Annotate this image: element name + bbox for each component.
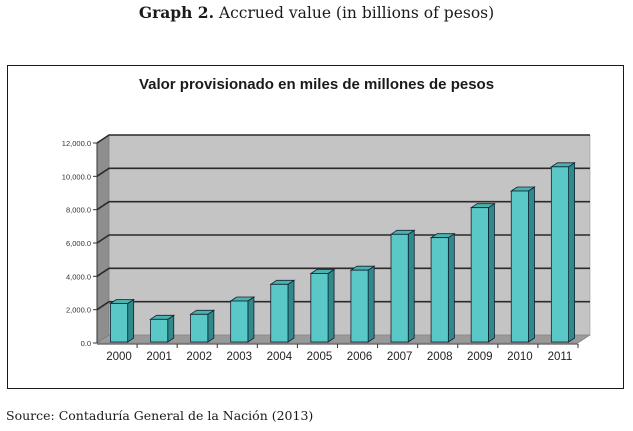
x-axis-ticks: 2000 2001 2002 2003 2004 2005 2006 2007 2008 2009… [97, 343, 579, 363]
bar [349, 265, 376, 343]
source-note: Source: Contaduría General de la Nación … [6, 408, 314, 423]
bar-front [230, 300, 249, 343]
bar-side [488, 202, 495, 343]
x-tick-label: 2011 [548, 351, 573, 363]
bar-front [550, 166, 569, 343]
floor [96, 334, 591, 344]
y-tick-label: 0.0 [81, 339, 91, 348]
x-tick-label: 2000 [106, 351, 132, 363]
y-tick-label: 12,000.0 [62, 139, 91, 148]
bar [469, 202, 496, 343]
bar [429, 232, 456, 343]
bar-front [270, 283, 289, 343]
bar [269, 279, 296, 343]
bar [109, 298, 135, 343]
caption-lead: Graph 2. [138, 3, 214, 22]
y-tick-label: 8,000.0 [66, 206, 91, 215]
x-tick-label: 2007 [387, 351, 413, 363]
bar-front [310, 273, 329, 343]
y-axis-ticks: 0.0 2,000.0 4,000.0 6,000.0 8,000.0 10,000.0 1… [62, 139, 98, 348]
x-tick-label: 2001 [146, 351, 172, 363]
bar-side [447, 232, 455, 343]
bar-side [568, 162, 575, 343]
bar [389, 229, 416, 343]
bar-side [407, 229, 415, 343]
gridline [96, 267, 590, 277]
bar-side [127, 298, 135, 343]
gridline [96, 134, 590, 144]
y-tick-label: 4,000.0 [66, 272, 91, 281]
bar [189, 309, 216, 343]
gridline [96, 200, 590, 211]
y-tick-label: 6,000.0 [66, 239, 91, 248]
bar-front [470, 207, 489, 343]
bar-side [528, 186, 535, 343]
x-tick-label: 2004 [267, 351, 293, 363]
x-tick-label: 2003 [226, 351, 252, 363]
bar [550, 162, 576, 343]
bar-front [190, 313, 209, 343]
bar [509, 186, 536, 343]
gridline [96, 300, 590, 311]
bar-front [510, 190, 529, 343]
x-tick-label: 2002 [186, 351, 212, 363]
bar-side [167, 314, 175, 343]
chart-title: Valor provisionado en miles de millones … [138, 76, 495, 93]
y-tick-label: 10,000.0 [62, 172, 91, 181]
x-tick-label: 2010 [507, 351, 533, 363]
gridline [96, 234, 590, 244]
x-tick-label: 2008 [427, 351, 453, 363]
bar-side [327, 268, 335, 343]
bar-front [110, 303, 129, 343]
bar [229, 296, 256, 343]
bar [149, 314, 176, 343]
x-tick-label: 2006 [347, 351, 373, 363]
bar-side [287, 279, 295, 343]
caption-text: Accrued value (in billions of pesos) [218, 4, 495, 22]
gridline [96, 167, 590, 177]
gridlines [96, 134, 590, 311]
y-tick-label: 2,000.0 [66, 306, 91, 315]
bar-front [390, 233, 409, 343]
bar-front [150, 318, 169, 343]
bar-side [207, 309, 215, 343]
bar-side [247, 296, 255, 343]
x-tick-label: 2005 [307, 351, 333, 363]
bar-side [367, 265, 375, 343]
bar-front [350, 269, 369, 343]
bar-front [430, 237, 449, 343]
bars [109, 162, 576, 343]
x-tick-label: 2009 [467, 351, 493, 363]
figure-caption: Graph 2. Accrued value (in billions of p… [0, 3, 633, 22]
bar [309, 268, 336, 343]
